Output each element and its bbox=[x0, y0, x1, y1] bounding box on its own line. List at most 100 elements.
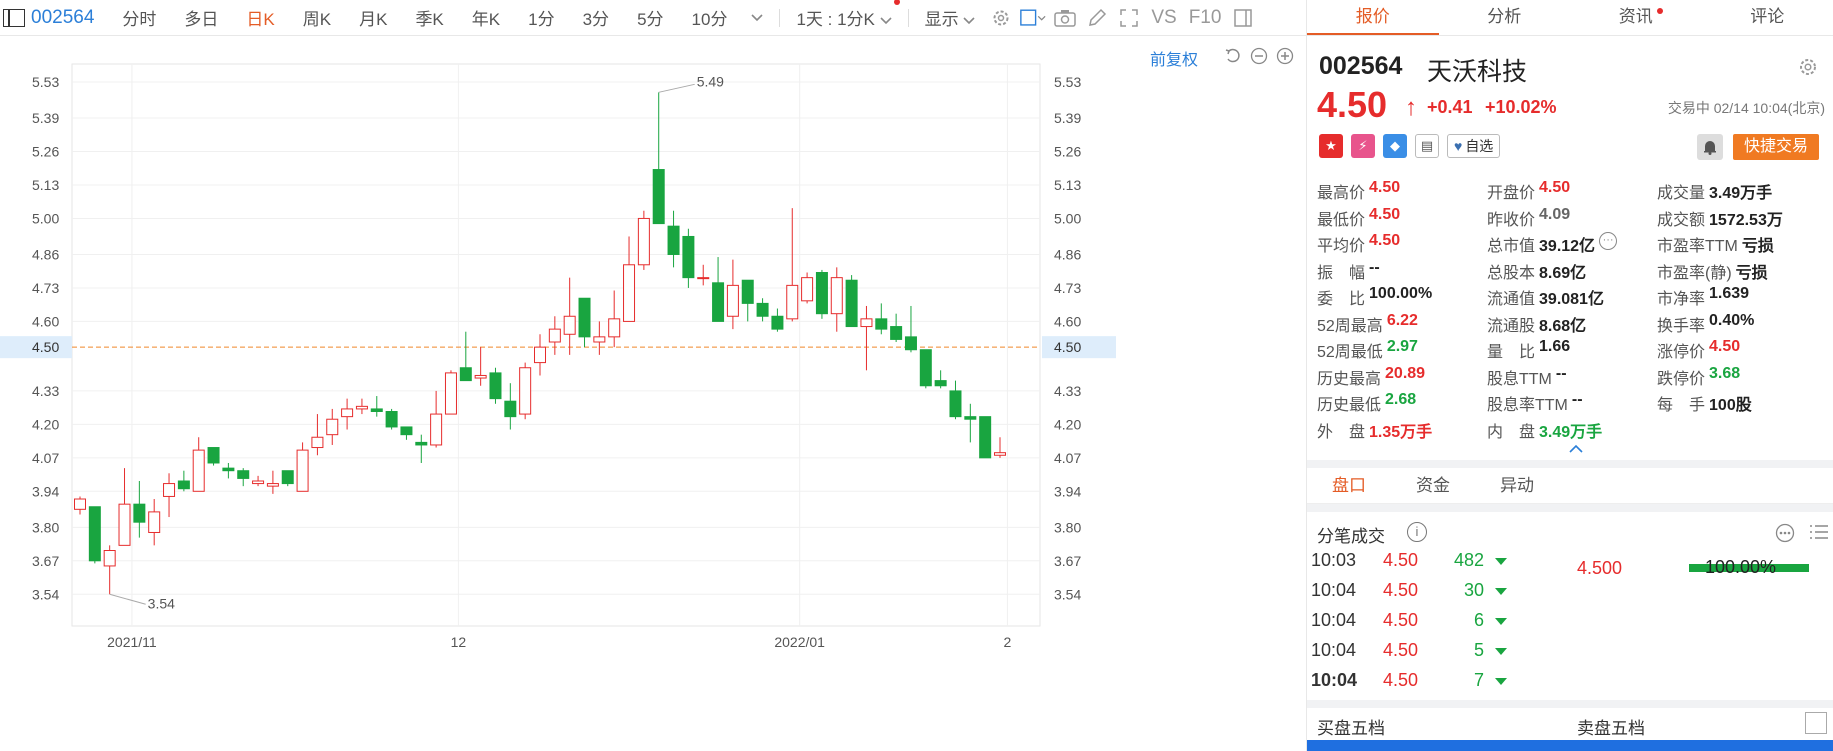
ticks-list: 10:03 4.50 482 4.500 100.00% 10:04 4.50 … bbox=[1307, 546, 1833, 696]
expand-icon[interactable] bbox=[1805, 712, 1827, 734]
y-tick-label-right: 3.54 bbox=[1054, 586, 1081, 602]
tab-analysis[interactable]: 分析 bbox=[1439, 0, 1571, 35]
candle-body bbox=[652, 169, 665, 225]
quote-value: 4.50 bbox=[1369, 179, 1401, 197]
period-quarterly-k[interactable]: 季K bbox=[415, 10, 444, 29]
quick-trade-button[interactable]: 快捷交易 bbox=[1733, 134, 1819, 160]
bell-icon[interactable] bbox=[1697, 134, 1723, 160]
more-icon[interactable] bbox=[1775, 523, 1795, 548]
period-3min[interactable]: 3分 bbox=[582, 10, 610, 29]
color-square-select[interactable] bbox=[1020, 5, 1046, 31]
arrow-down-icon bbox=[1495, 678, 1507, 685]
y-tick-label-right: 4.33 bbox=[1054, 383, 1081, 399]
quote-value: 2.97 bbox=[1386, 338, 1418, 356]
candle-body bbox=[266, 483, 279, 487]
y-tick-label-right: 3.67 bbox=[1054, 553, 1081, 569]
undo-icon[interactable] bbox=[1224, 47, 1242, 65]
quote-label: 昨收价 bbox=[1487, 211, 1536, 229]
tag-icon[interactable]: ◆ bbox=[1383, 134, 1407, 158]
quote-cell: 市盈率(静) 亏损 bbox=[1657, 259, 1827, 283]
panel-toggle-icon[interactable] bbox=[1230, 5, 1256, 31]
camera-icon[interactable] bbox=[1052, 5, 1078, 31]
more-icon[interactable]: ··· bbox=[1599, 232, 1618, 251]
stock-code-link[interactable]: 002564 bbox=[31, 6, 95, 28]
notification-dot bbox=[1656, 8, 1663, 14]
chevron-down-icon bbox=[880, 17, 892, 25]
distribution-price: 4.500 bbox=[1577, 558, 1623, 578]
y-tick-label-left: 5.26 bbox=[32, 144, 59, 160]
vs-compare-button[interactable]: VS bbox=[1151, 6, 1177, 28]
display-label: 显示 bbox=[924, 10, 959, 29]
add-watchlist-button[interactable]: ♥ 自选 bbox=[1447, 134, 1501, 158]
gear-icon[interactable] bbox=[988, 5, 1014, 31]
low-annotation-label: 3.54 bbox=[148, 595, 175, 611]
quote-label: 市盈率TTM bbox=[1657, 238, 1738, 256]
tab-quote[interactable]: 报价 bbox=[1307, 0, 1439, 35]
candle-body bbox=[623, 264, 636, 322]
quote-value: 1.639 bbox=[1709, 285, 1750, 303]
tick-row: 10:04 4.50 5 bbox=[1307, 636, 1833, 666]
chevron-down-icon[interactable] bbox=[744, 5, 770, 31]
chart-zoom-tools bbox=[1224, 47, 1294, 65]
list-menu-icon[interactable] bbox=[1809, 523, 1829, 546]
quote-label: 成交额 bbox=[1657, 211, 1706, 229]
period-yearly-k[interactable]: 年K bbox=[471, 10, 501, 29]
quote-label: 最低价 bbox=[1317, 211, 1366, 229]
fullscreen-icon[interactable] bbox=[1116, 5, 1142, 31]
zoom-in-icon[interactable] bbox=[1276, 47, 1294, 65]
period-weekly-k[interactable]: 周K bbox=[302, 10, 332, 29]
y-tick-label-left: 4.86 bbox=[32, 246, 59, 262]
period-multiday[interactable]: 多日 bbox=[184, 10, 219, 29]
y-tick-label-right: 5.13 bbox=[1054, 177, 1081, 193]
pencil-icon[interactable] bbox=[1084, 5, 1110, 31]
y-tick-label-right: 5.26 bbox=[1054, 144, 1081, 160]
price-change: +0.41 bbox=[1427, 97, 1473, 117]
subtab-capital[interactable]: 资金 bbox=[1416, 476, 1450, 495]
quote-cell: 最高价 4.50 bbox=[1317, 179, 1487, 203]
zoom-out-icon[interactable] bbox=[1250, 47, 1268, 65]
subtab-movements[interactable]: 异动 bbox=[1500, 476, 1534, 495]
distribution-bar bbox=[1689, 564, 1809, 572]
tab-comments[interactable]: 评论 bbox=[1702, 0, 1833, 35]
period-10min[interactable]: 10分 bbox=[691, 10, 728, 29]
subtab-order-book[interactable]: 盘口 bbox=[1332, 476, 1366, 495]
quote-label: 总市值 bbox=[1487, 238, 1536, 256]
kline-chart[interactable]: 5.53 5.53 5.39 5.39 5.26 5.26 5.13 5.13 5.00 5.00… bbox=[0, 36, 1306, 751]
lightning-icon[interactable]: ⚡ bbox=[1351, 134, 1375, 158]
quote-value: 4.50 bbox=[1709, 338, 1741, 356]
gear-icon[interactable] bbox=[1797, 56, 1819, 83]
detail-subtabs: 盘口 资金 异动 bbox=[1307, 460, 1833, 504]
period-5min[interactable]: 5分 bbox=[637, 10, 664, 29]
candle-body bbox=[964, 416, 977, 420]
candle-body bbox=[994, 452, 1006, 456]
kline-chart-area[interactable]: 5.53 5.53 5.39 5.39 5.26 5.26 5.13 5.13 5.00 5.00… bbox=[0, 36, 1306, 751]
x-tick-label: 2022/01 bbox=[774, 634, 825, 650]
display-select[interactable]: 显示 bbox=[925, 5, 976, 30]
candle-body bbox=[771, 315, 784, 330]
f10-button[interactable]: F10 bbox=[1188, 6, 1222, 28]
tab-analysis-label: 分析 bbox=[1487, 7, 1522, 26]
period-intraday[interactable]: 分时 bbox=[122, 10, 157, 29]
quote-label: 成交量 bbox=[1657, 185, 1706, 203]
info-icon[interactable]: i bbox=[1407, 522, 1427, 542]
tab-news[interactable]: 资讯 bbox=[1570, 0, 1702, 35]
candle-body bbox=[355, 405, 368, 410]
x-tick-label: 12 bbox=[451, 634, 467, 650]
quote-value: 8.68亿 bbox=[1539, 317, 1587, 335]
quote-cell: 52周最高 6.22 bbox=[1317, 312, 1487, 336]
quote-cell: 市净率 1.639 bbox=[1657, 285, 1827, 309]
period-daily-k[interactable]: 日K bbox=[246, 10, 275, 29]
bookmark-icon[interactable]: ▤ bbox=[1415, 134, 1439, 158]
multi-period-select[interactable]: 1天 : 1分K bbox=[796, 0, 900, 30]
chevron-up-icon[interactable] bbox=[1569, 440, 1583, 456]
adjust-mode-button[interactable]: 前复权 bbox=[1150, 52, 1199, 69]
sidebar-toggle-icon[interactable] bbox=[3, 8, 25, 27]
period-monthly-k[interactable]: 月K bbox=[359, 10, 388, 29]
candle-body bbox=[281, 470, 294, 485]
period-1min[interactable]: 1分 bbox=[528, 10, 555, 29]
y-tick-label-left: 3.54 bbox=[32, 586, 59, 602]
quote-cell: 外 盘 1.35万手 bbox=[1317, 418, 1487, 442]
candle-body bbox=[608, 318, 621, 338]
quote-value: 100股 bbox=[1709, 397, 1752, 415]
tick-price: 4.50 bbox=[1383, 580, 1419, 600]
